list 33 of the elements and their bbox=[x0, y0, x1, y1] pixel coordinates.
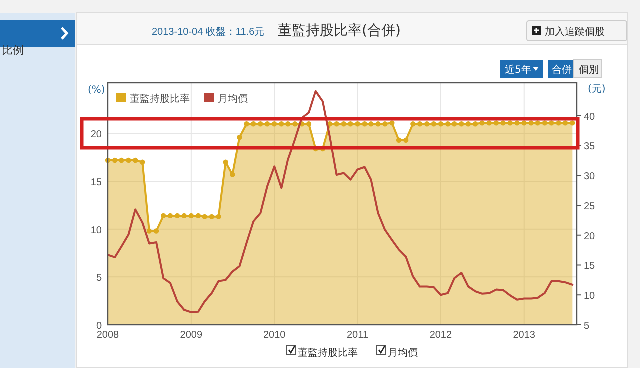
text: 比例 bbox=[2, 44, 24, 57]
y-tick-label: 15 bbox=[90, 178, 102, 189]
y2-tick-label: 15 bbox=[584, 261, 596, 272]
line-series bbox=[107, 90, 574, 314]
x-tick-label: 2009 bbox=[180, 330, 203, 341]
y-axis-title: (%) bbox=[88, 85, 106, 96]
y2-tick-label: 5 bbox=[584, 321, 590, 332]
x-tick-label: 2010 bbox=[263, 330, 286, 341]
y-tick-label: 20 bbox=[90, 130, 102, 141]
text: 合併 bbox=[552, 64, 572, 76]
text: 月均價 bbox=[388, 348, 418, 359]
y2-axis-title: (元) bbox=[588, 84, 606, 95]
y2-tick-label: 35 bbox=[584, 142, 596, 153]
legend-label: 月均價 bbox=[218, 93, 248, 105]
y2-tick-label: 25 bbox=[584, 201, 596, 212]
text: 董監持股比率 bbox=[298, 348, 358, 359]
y2-tick-label: 40 bbox=[584, 112, 596, 123]
text: 個別 bbox=[579, 65, 599, 76]
x-tick-label: 2011 bbox=[347, 330, 369, 341]
y2-tick-label: 20 bbox=[584, 231, 596, 242]
text: 近5年 bbox=[505, 64, 532, 76]
y-tick-label: 5 bbox=[96, 273, 102, 284]
chart-title: 董監持股比率(合併) bbox=[278, 23, 401, 39]
y2-tick-label: 30 bbox=[584, 172, 596, 183]
x-tick-label: 2013 bbox=[513, 330, 536, 341]
x-tick-label: 2012 bbox=[430, 330, 453, 341]
legend-label: 董監持股比率 bbox=[130, 93, 190, 105]
text: 加入追蹤個股 bbox=[545, 26, 605, 38]
chart-subtitle: 2013-10-04 收盤：11.6元 bbox=[152, 26, 265, 38]
x-tick-label: 2008 bbox=[96, 330, 120, 341]
y-tick-label: 0 bbox=[96, 321, 102, 332]
y2-tick-label: 10 bbox=[584, 291, 596, 302]
y-tick-label: 10 bbox=[90, 225, 102, 236]
